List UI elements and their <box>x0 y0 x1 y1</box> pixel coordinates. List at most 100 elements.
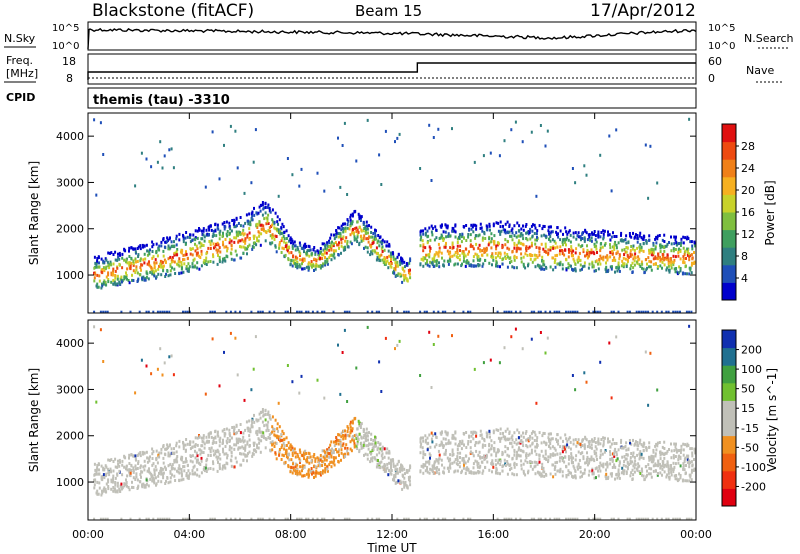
velocity-point <box>310 459 313 463</box>
velocity-point <box>551 437 554 441</box>
power-point <box>524 252 527 256</box>
power-point <box>426 263 429 267</box>
velocity-point <box>235 431 238 435</box>
velocity-point <box>498 361 501 365</box>
power-point <box>682 259 685 263</box>
power-point <box>374 250 377 254</box>
velocity-point <box>209 467 212 470</box>
velocity-point <box>474 441 477 445</box>
velocity-point <box>640 467 643 471</box>
power-point <box>469 233 472 237</box>
power-point <box>372 240 375 244</box>
velocity-point <box>169 471 172 475</box>
velocity-point <box>353 417 356 421</box>
power-point <box>255 224 258 228</box>
power-point <box>261 203 264 207</box>
power-point <box>383 240 386 244</box>
power-point <box>187 262 190 266</box>
velocity-point <box>311 517 314 520</box>
power-point <box>340 237 343 241</box>
velocity-point <box>503 346 506 350</box>
velocity-point <box>618 461 621 465</box>
velocity-point <box>379 442 382 446</box>
power-point <box>255 243 258 247</box>
power-point <box>409 268 411 272</box>
velocity-point <box>629 461 632 465</box>
velocity-point <box>132 469 135 472</box>
power-point <box>621 259 624 263</box>
power-point <box>186 267 189 271</box>
velocity-point <box>478 466 481 470</box>
frequency-panel-frame <box>87 53 697 85</box>
velocity-point <box>321 471 324 475</box>
power-point <box>173 244 176 248</box>
velocity-point <box>278 425 281 429</box>
power-point <box>533 223 536 227</box>
power-point <box>473 160 476 164</box>
power-point <box>648 248 650 252</box>
velocity-point <box>274 451 277 455</box>
velocity-point <box>261 420 264 424</box>
velocity-point <box>638 457 641 461</box>
velocity-point <box>267 420 270 424</box>
velocity-point <box>167 451 170 455</box>
velocity-point <box>587 440 590 444</box>
power-point <box>233 236 236 240</box>
power-point <box>428 264 431 268</box>
velocity-point <box>469 517 472 520</box>
velocity-point <box>554 465 556 469</box>
power-point <box>530 241 533 245</box>
velocity-point <box>595 466 598 470</box>
velocity-point <box>130 468 133 472</box>
power-point <box>506 220 509 224</box>
power-point <box>538 253 541 257</box>
power-point <box>342 227 345 231</box>
power-point <box>95 193 98 197</box>
velocity-point <box>517 448 520 452</box>
velocity-point <box>533 430 536 434</box>
velocity-point <box>349 425 352 429</box>
velocity-point <box>483 457 486 461</box>
power-point <box>161 166 164 170</box>
freq-label: Freq. <box>6 54 33 67</box>
velocity-point <box>556 469 559 473</box>
power-point <box>522 224 524 228</box>
velocity-point <box>170 465 173 469</box>
power-point <box>160 260 163 264</box>
power-point <box>229 310 232 313</box>
power-point <box>636 260 638 264</box>
power-point <box>571 167 574 170</box>
velocity-point <box>356 440 359 444</box>
power-point <box>291 173 294 177</box>
velocity-point <box>160 469 163 473</box>
power-point <box>678 265 681 269</box>
velocity-point <box>390 472 393 476</box>
power-point <box>467 310 469 313</box>
power-point <box>679 269 682 273</box>
power-point <box>529 227 532 231</box>
power-point <box>606 256 609 260</box>
power-point <box>169 269 172 273</box>
power-point <box>427 253 429 257</box>
velocity-point <box>624 457 627 461</box>
velocity-point <box>330 455 333 459</box>
velocity-point <box>493 449 496 453</box>
power-point <box>191 253 194 257</box>
power-point <box>330 242 333 246</box>
power-point <box>630 235 633 239</box>
velocity-point <box>381 447 384 451</box>
velocity-point <box>572 456 575 460</box>
velocity-point <box>191 469 194 473</box>
power-point <box>438 261 440 265</box>
power-point <box>205 263 208 266</box>
velocity-point <box>553 517 556 520</box>
velocity-point <box>433 466 436 470</box>
velocity-point <box>594 517 597 520</box>
velocity-point <box>527 471 529 474</box>
power-point <box>386 255 389 259</box>
power-point <box>239 245 241 249</box>
velocity-point <box>511 472 514 476</box>
power-point <box>690 271 693 275</box>
power-point <box>126 277 128 281</box>
velocity-point <box>358 424 361 428</box>
